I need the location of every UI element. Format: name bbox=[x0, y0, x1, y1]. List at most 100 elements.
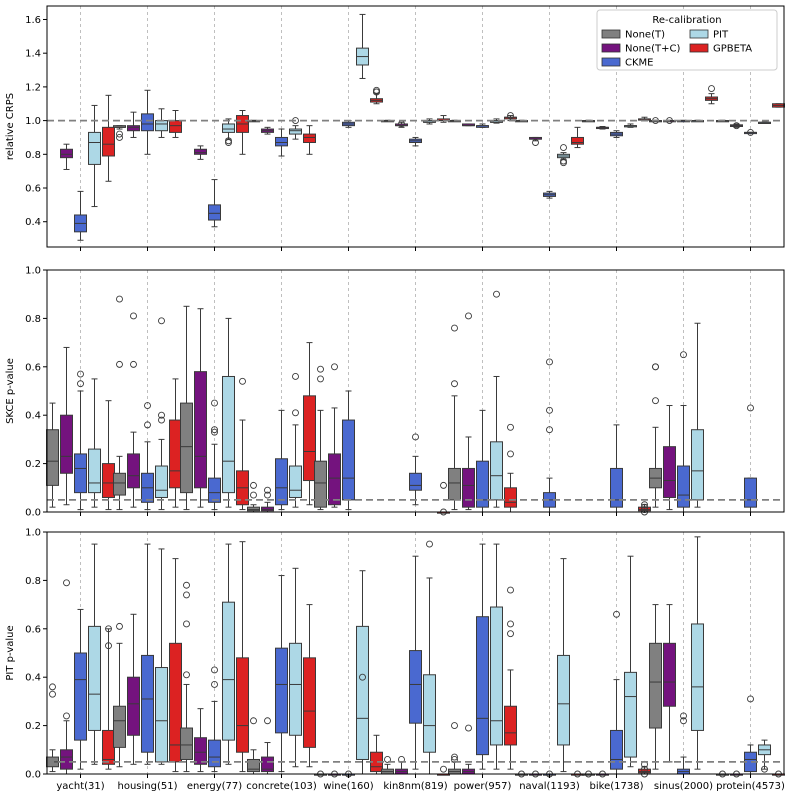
y-tick-label: 0.8 bbox=[25, 314, 41, 325]
box-yacht-31-none-t-c bbox=[60, 143, 73, 170]
outlier-point bbox=[546, 426, 553, 434]
outlier-point bbox=[465, 312, 472, 320]
box-concrete-103-pit bbox=[289, 373, 302, 508]
x-tick-label-bike-1738: bike(1738) bbox=[590, 781, 644, 792]
box-wine-160-ckme bbox=[342, 390, 355, 511]
y-tick-label: 0.6 bbox=[25, 624, 41, 635]
outlier-point bbox=[451, 753, 458, 761]
outlier-point bbox=[183, 671, 190, 679]
outlier-point bbox=[507, 620, 514, 628]
box-concrete-103-pit bbox=[289, 567, 302, 768]
outlier-point bbox=[264, 717, 271, 725]
box-naval-1193-gpbeta bbox=[571, 126, 584, 149]
panel-pit-p-value: 0.0 0.2 0.4 0.6 0.8 1.0 PIT p-value bbox=[5, 528, 785, 781]
box-housing-51-none-t-c bbox=[127, 613, 140, 765]
box-power-957-gpbeta bbox=[504, 423, 517, 513]
outlier-point bbox=[211, 666, 218, 674]
outlier-point bbox=[507, 112, 514, 119]
box-housing-51-none-t bbox=[113, 622, 126, 768]
outlier-point bbox=[116, 360, 123, 368]
outlier-point bbox=[652, 363, 659, 371]
box-concrete-103-none-t-c bbox=[261, 126, 274, 135]
outlier-point bbox=[373, 86, 380, 94]
outlier-point bbox=[317, 365, 324, 373]
box-kin8nm-819-ckme bbox=[409, 136, 422, 147]
outlier-point bbox=[317, 375, 324, 383]
box-wine-160-pit bbox=[356, 570, 369, 775]
outlier-point bbox=[451, 722, 458, 730]
legend-swatch-none-t bbox=[601, 29, 621, 39]
x-tick-label-protein-4573: protein(4573) bbox=[716, 781, 785, 792]
legend-swatch-ckme bbox=[601, 57, 621, 67]
outlier-point bbox=[560, 157, 567, 165]
box-housing-51-none-t-c bbox=[127, 312, 140, 508]
box-power-957-none-t-c bbox=[462, 312, 475, 511]
outlier-point bbox=[546, 406, 553, 414]
outlier-point bbox=[641, 501, 648, 509]
box-power-957-none-t-c bbox=[462, 123, 475, 127]
legend: Re-calibration None(T) None(T+C) CKME PI… bbox=[596, 9, 778, 71]
outlier-point bbox=[532, 139, 539, 146]
box-housing-51-ckme bbox=[141, 543, 154, 765]
outlier-point bbox=[560, 144, 567, 152]
outlier-point bbox=[130, 360, 137, 368]
box-yacht-31-gpbeta bbox=[102, 94, 115, 182]
box-concrete-103-pit bbox=[289, 117, 302, 140]
outlier-point bbox=[652, 397, 659, 405]
outlier-point bbox=[63, 712, 70, 720]
legend-label-none-tc: None(T+C) bbox=[625, 44, 680, 55]
outlier-point bbox=[733, 122, 740, 130]
box-energy-77-none-t bbox=[180, 305, 193, 511]
outlier-point bbox=[507, 586, 514, 594]
outlier-point bbox=[250, 717, 257, 725]
outlier-point bbox=[63, 579, 70, 587]
outlier-point bbox=[747, 404, 754, 412]
outlier-point bbox=[507, 630, 514, 638]
box-yacht-31-ckme bbox=[74, 190, 87, 241]
outlier-point bbox=[211, 428, 218, 436]
outlier-point bbox=[116, 134, 123, 141]
box-energy-77-gpbeta bbox=[236, 377, 249, 511]
box-kin8nm-819-ckme bbox=[409, 433, 422, 506]
x-tick-label-wine-160: wine(160) bbox=[323, 781, 373, 792]
y-tick-label: 0.0 bbox=[25, 770, 41, 781]
outlier-point bbox=[49, 690, 56, 698]
box-protein-4573-none-t-c bbox=[730, 122, 743, 130]
outlier-point bbox=[359, 673, 366, 681]
box-energy-77-ckme bbox=[208, 399, 221, 511]
box-wine-160-none-t-c bbox=[328, 363, 341, 508]
box-energy-77-none-t-c bbox=[194, 308, 207, 508]
outlier-point bbox=[264, 491, 271, 499]
box-concrete-103-gpbeta bbox=[303, 342, 316, 506]
outlier-point bbox=[412, 433, 419, 441]
box-concrete-103-gpbeta bbox=[303, 604, 316, 768]
y-tick-label: 0.4 bbox=[25, 217, 41, 228]
x-tick-label-power-957: power(957) bbox=[454, 781, 512, 792]
box-protein-4573-pit bbox=[758, 121, 771, 124]
y-tick-label: 1.0 bbox=[25, 116, 41, 127]
outlier-point bbox=[331, 363, 338, 371]
box-energy-77-pit bbox=[222, 118, 235, 146]
panel-relative-crps: 0.4 0.6 0.8 1.0 1.2 1.4 1.6 relative CRPS bbox=[5, 5, 785, 251]
box-naval-1193-ckme bbox=[543, 190, 556, 199]
outlier-point bbox=[183, 591, 190, 599]
y-tick-label: 1.2 bbox=[25, 82, 41, 93]
x-tick-labels: yacht(31) housing(51) energy(77) concrete(1… bbox=[56, 781, 785, 792]
outlier-point bbox=[116, 622, 123, 630]
box-power-957-pit bbox=[490, 290, 503, 508]
outlier-point bbox=[183, 581, 190, 589]
outlier-point bbox=[158, 416, 165, 424]
box-energy-77-ckme bbox=[208, 666, 221, 773]
outlier-point bbox=[130, 312, 137, 320]
box-housing-51-none-t bbox=[113, 295, 126, 511]
outlier-point bbox=[384, 756, 391, 763]
box-concrete-103-ckme bbox=[275, 128, 288, 157]
box-power-957-ckme bbox=[476, 123, 489, 128]
box-energy-77-pit bbox=[222, 317, 235, 508]
outlier-point bbox=[440, 481, 447, 489]
legend-title: Re-calibration bbox=[652, 15, 721, 26]
y-tick-label: 0.2 bbox=[25, 459, 41, 470]
y-tick-label: 1.6 bbox=[25, 15, 41, 26]
outlier-point bbox=[211, 399, 218, 407]
outlier-point bbox=[451, 380, 458, 388]
